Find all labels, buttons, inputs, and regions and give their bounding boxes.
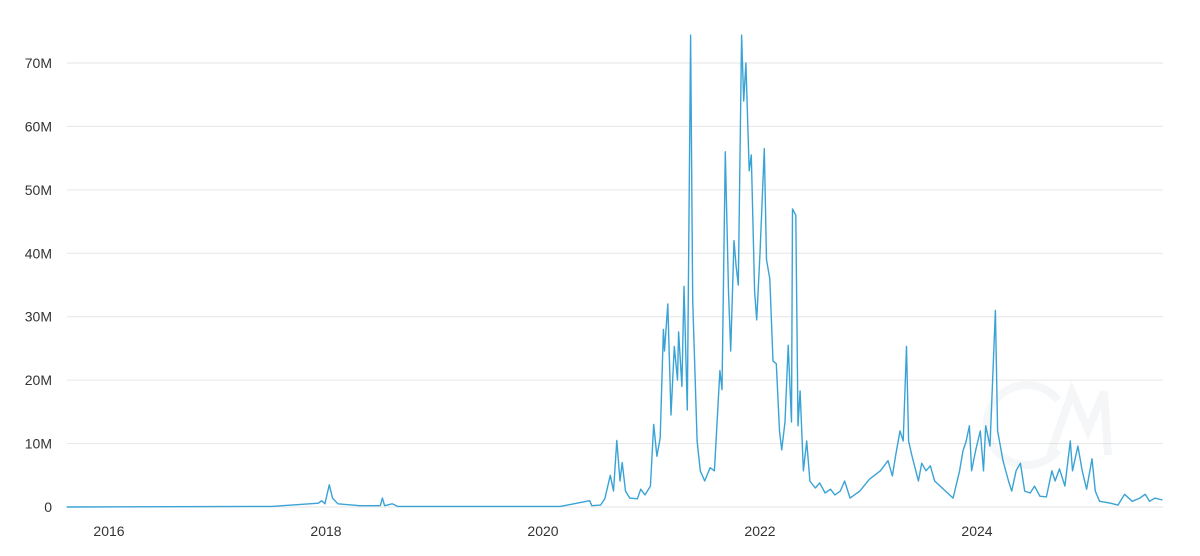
x-tick-label: 2016 (93, 523, 124, 539)
y-tick-label: 40M (25, 245, 52, 261)
y-tick-label: 30M (25, 309, 52, 325)
x-tick-label: 2018 (310, 523, 341, 539)
x-tick-label: 2022 (744, 523, 775, 539)
watermark-logo (982, 380, 1112, 469)
y-tick-label: 10M (25, 436, 52, 452)
series-line (66, 34, 1163, 508)
y-tick-label: 20M (25, 372, 52, 388)
x-tick-label: 2024 (961, 523, 992, 539)
gridlines (67, 62, 1163, 508)
y-tick-label: 70M (25, 55, 52, 71)
y-axis-ticks: 0 10M 20M 30M 40M 50M 60M 70M (25, 55, 52, 515)
y-tick-label: 0 (44, 499, 52, 515)
x-tick-label: 2020 (527, 523, 558, 539)
x-axis-ticks: 2016 2018 2020 2022 2024 (93, 523, 992, 539)
y-tick-label: 50M (25, 182, 52, 198)
y-tick-label: 60M (25, 118, 52, 134)
